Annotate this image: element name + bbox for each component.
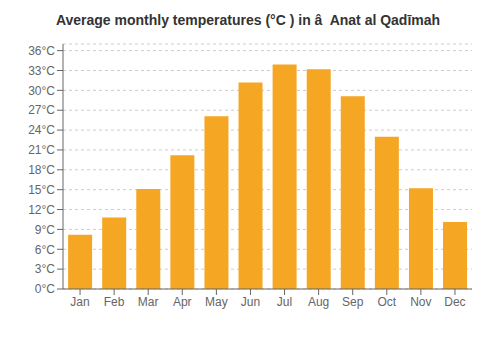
svg-text:30°C: 30°C [28, 84, 55, 98]
svg-text:24°C: 24°C [28, 123, 55, 137]
svg-text:Oct: Oct [377, 295, 396, 309]
svg-text:21°C: 21°C [28, 143, 55, 157]
svg-text:Jan: Jan [70, 295, 89, 309]
svg-text:18°C: 18°C [28, 163, 55, 177]
svg-text:May: May [205, 295, 228, 309]
svg-text:Sep: Sep [342, 295, 364, 309]
svg-text:3°C: 3°C [35, 262, 55, 276]
svg-text:Nov: Nov [410, 295, 431, 309]
svg-text:0°C: 0°C [35, 282, 55, 296]
svg-text:15°C: 15°C [28, 183, 55, 197]
html-text:Average monthly temperatures (: Average monthly temperatures (°C ) in â … [55, 12, 441, 28]
svg-text:9°C: 9°C [35, 223, 55, 237]
svg-text:Feb: Feb [104, 295, 125, 309]
svg-text:Jul: Jul [277, 295, 292, 309]
svg-text:12°C: 12°C [28, 203, 55, 217]
svg-text:Dec: Dec [444, 295, 465, 309]
svg-text:6°C: 6°C [35, 243, 55, 257]
svg-text:Apr: Apr [173, 295, 192, 309]
svg-text:Jun: Jun [241, 295, 260, 309]
svg-text:Aug: Aug [308, 295, 329, 309]
svg-text:33°C: 33°C [28, 64, 55, 78]
svg-text:Mar: Mar [138, 295, 159, 309]
svg-text:27°C: 27°C [28, 103, 55, 117]
svg-text:36°C: 36°C [28, 44, 55, 58]
